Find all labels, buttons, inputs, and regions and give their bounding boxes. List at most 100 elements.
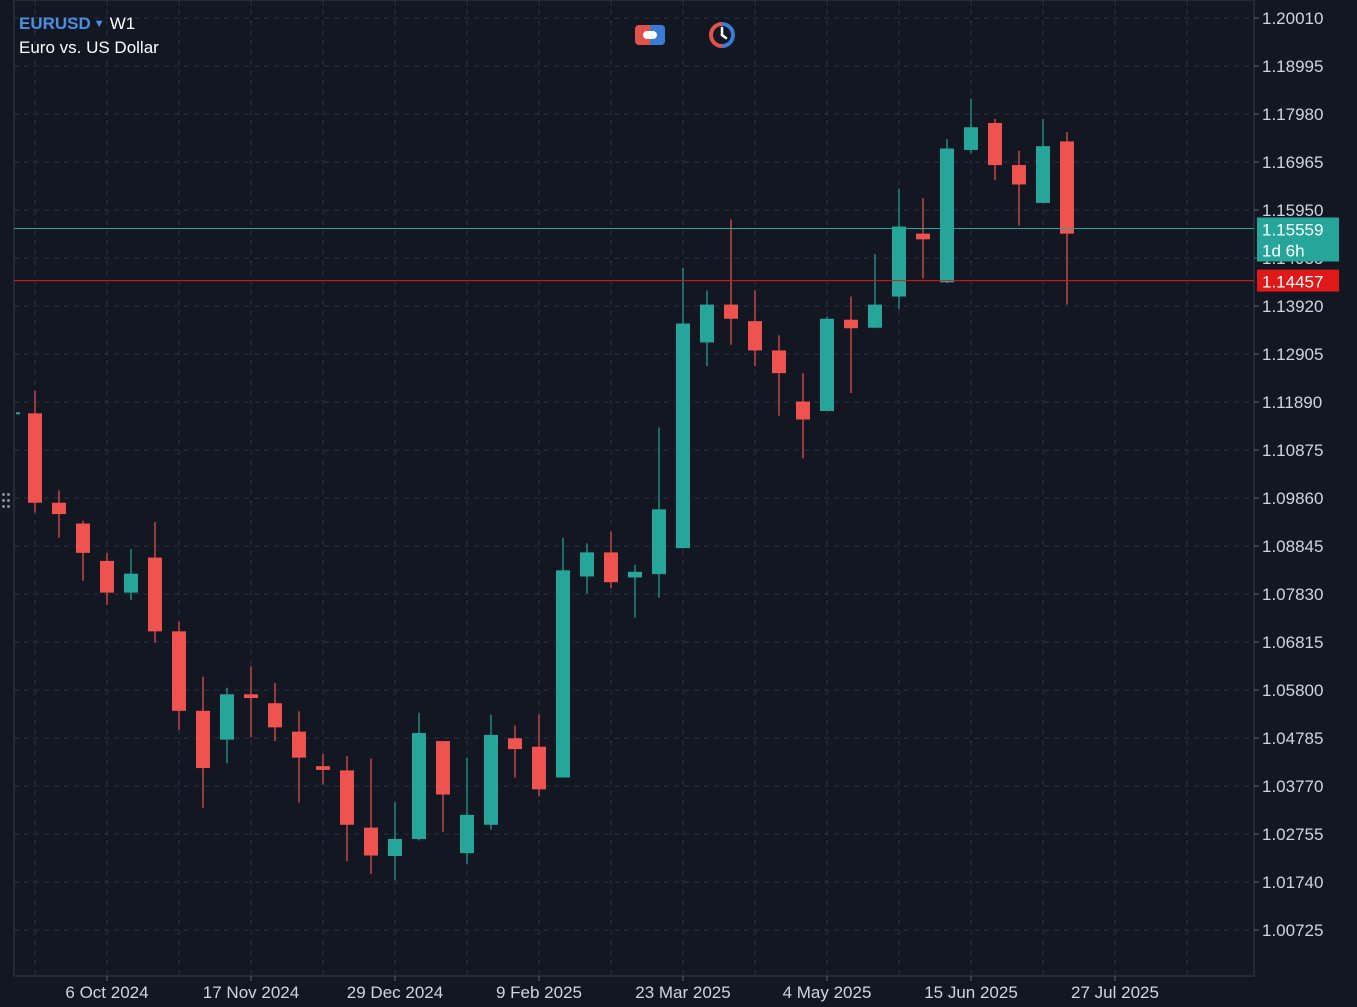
candle — [868, 253, 882, 329]
candle — [268, 682, 282, 742]
candle — [364, 758, 378, 874]
candle — [460, 757, 474, 865]
candle-body — [628, 571, 642, 578]
timer-icon[interactable] — [706, 22, 738, 48]
candle — [676, 267, 690, 549]
candle-body — [316, 766, 330, 770]
candle-body — [508, 738, 522, 750]
candle — [988, 118, 1002, 181]
candle — [244, 666, 258, 738]
candle-body — [364, 827, 378, 856]
bid-price-label: 1.15559 — [1262, 220, 1323, 239]
date-tick-label: 27 Jul 2025 — [1071, 983, 1159, 1002]
candle-body — [1036, 146, 1050, 203]
candles — [16, 98, 1074, 881]
price-tick-label: 1.02755 — [1262, 825, 1323, 844]
candle — [412, 712, 426, 841]
timeframe-label[interactable]: W1 — [109, 14, 136, 33]
date-tick-label: 23 Mar 2025 — [635, 983, 730, 1002]
candle — [1012, 150, 1026, 226]
candle — [580, 543, 594, 594]
candle — [748, 290, 762, 367]
bid-price-box — [1257, 217, 1339, 262]
candle — [916, 198, 930, 279]
symbol-dropdown-icon[interactable]: ▼ — [93, 18, 105, 30]
candle-body — [124, 573, 138, 593]
candle — [1036, 119, 1050, 203]
date-tick-label: 29 Dec 2024 — [347, 983, 443, 1002]
ask-price-box — [1257, 269, 1339, 292]
candle — [844, 296, 858, 394]
drag-handle-icon[interactable] — [2, 493, 12, 513]
chart-header: EURUSD ▼ W1 Euro vs. US Dollar — [19, 13, 159, 59]
price-tick-label: 1.10875 — [1262, 441, 1323, 460]
candle — [628, 564, 642, 618]
candle — [604, 531, 618, 589]
candle — [724, 219, 738, 345]
candle-body — [556, 570, 570, 778]
candle — [964, 98, 978, 154]
candle — [940, 139, 954, 284]
price-lines — [14, 227, 1254, 282]
candle-body — [748, 321, 762, 351]
countdown-label: 1d 6h — [1262, 241, 1305, 260]
price-tick-label: 1.18995 — [1262, 57, 1323, 76]
candle — [484, 714, 498, 830]
candle-body — [76, 523, 90, 553]
price-tick-label: 1.09860 — [1262, 489, 1323, 508]
candle — [340, 756, 354, 862]
candle — [76, 520, 90, 581]
candle-body — [652, 509, 666, 575]
price-tick-label: 1.03770 — [1262, 777, 1323, 796]
price-tick-label: 1.20010 — [1262, 9, 1323, 28]
candle-body — [340, 770, 354, 825]
candle-body — [892, 226, 906, 297]
candle-body — [940, 148, 954, 283]
candle-body — [772, 350, 786, 374]
date-tick-label: 9 Feb 2025 — [496, 983, 582, 1002]
grid — [13, 0, 1255, 977]
price-tick-label: 1.00725 — [1262, 921, 1323, 940]
candle — [892, 188, 906, 310]
candle — [436, 741, 450, 832]
candle-body — [412, 733, 426, 839]
candle-body — [1060, 141, 1074, 234]
candle — [532, 714, 546, 797]
candle — [196, 676, 210, 808]
candle-body — [868, 304, 882, 328]
price-tick-label: 1.15950 — [1262, 201, 1323, 220]
candle-body — [220, 694, 234, 740]
price-tick-label: 1.06815 — [1262, 633, 1323, 652]
ask-price-label: 1.14457 — [1262, 273, 1323, 292]
candle-body — [244, 694, 258, 699]
symbol-name[interactable]: EURUSD — [19, 14, 91, 33]
candle-body — [844, 319, 858, 329]
candle-body — [148, 557, 162, 632]
candle — [1060, 131, 1074, 305]
candle-body — [604, 552, 618, 583]
price-tick-label: 1.11890 — [1262, 393, 1322, 412]
price-tick-label: 1.01740 — [1262, 873, 1323, 892]
candle-body — [268, 703, 282, 728]
candle-body — [724, 304, 738, 319]
candle-body — [100, 560, 114, 593]
candle — [796, 373, 810, 459]
candle-body — [916, 233, 930, 240]
candle — [700, 290, 714, 367]
date-tick-label: 6 Oct 2024 — [65, 983, 148, 1002]
candle-body — [580, 552, 594, 577]
candle — [820, 316, 834, 411]
date-tick-label: 15 Jun 2025 — [924, 983, 1018, 1002]
candle-body — [484, 734, 498, 825]
candle — [52, 490, 66, 538]
candle — [124, 549, 138, 601]
price-tick-label: 1.08845 — [1262, 537, 1323, 556]
trade-toggle-icon[interactable] — [634, 22, 666, 48]
candle-body — [1012, 165, 1026, 185]
candle-body — [292, 731, 306, 758]
candle-body — [172, 631, 186, 711]
candle — [652, 427, 666, 598]
candle-body — [388, 838, 402, 856]
price-axis: 1.200101.189951.179801.169651.159501.149… — [1254, 9, 1323, 940]
